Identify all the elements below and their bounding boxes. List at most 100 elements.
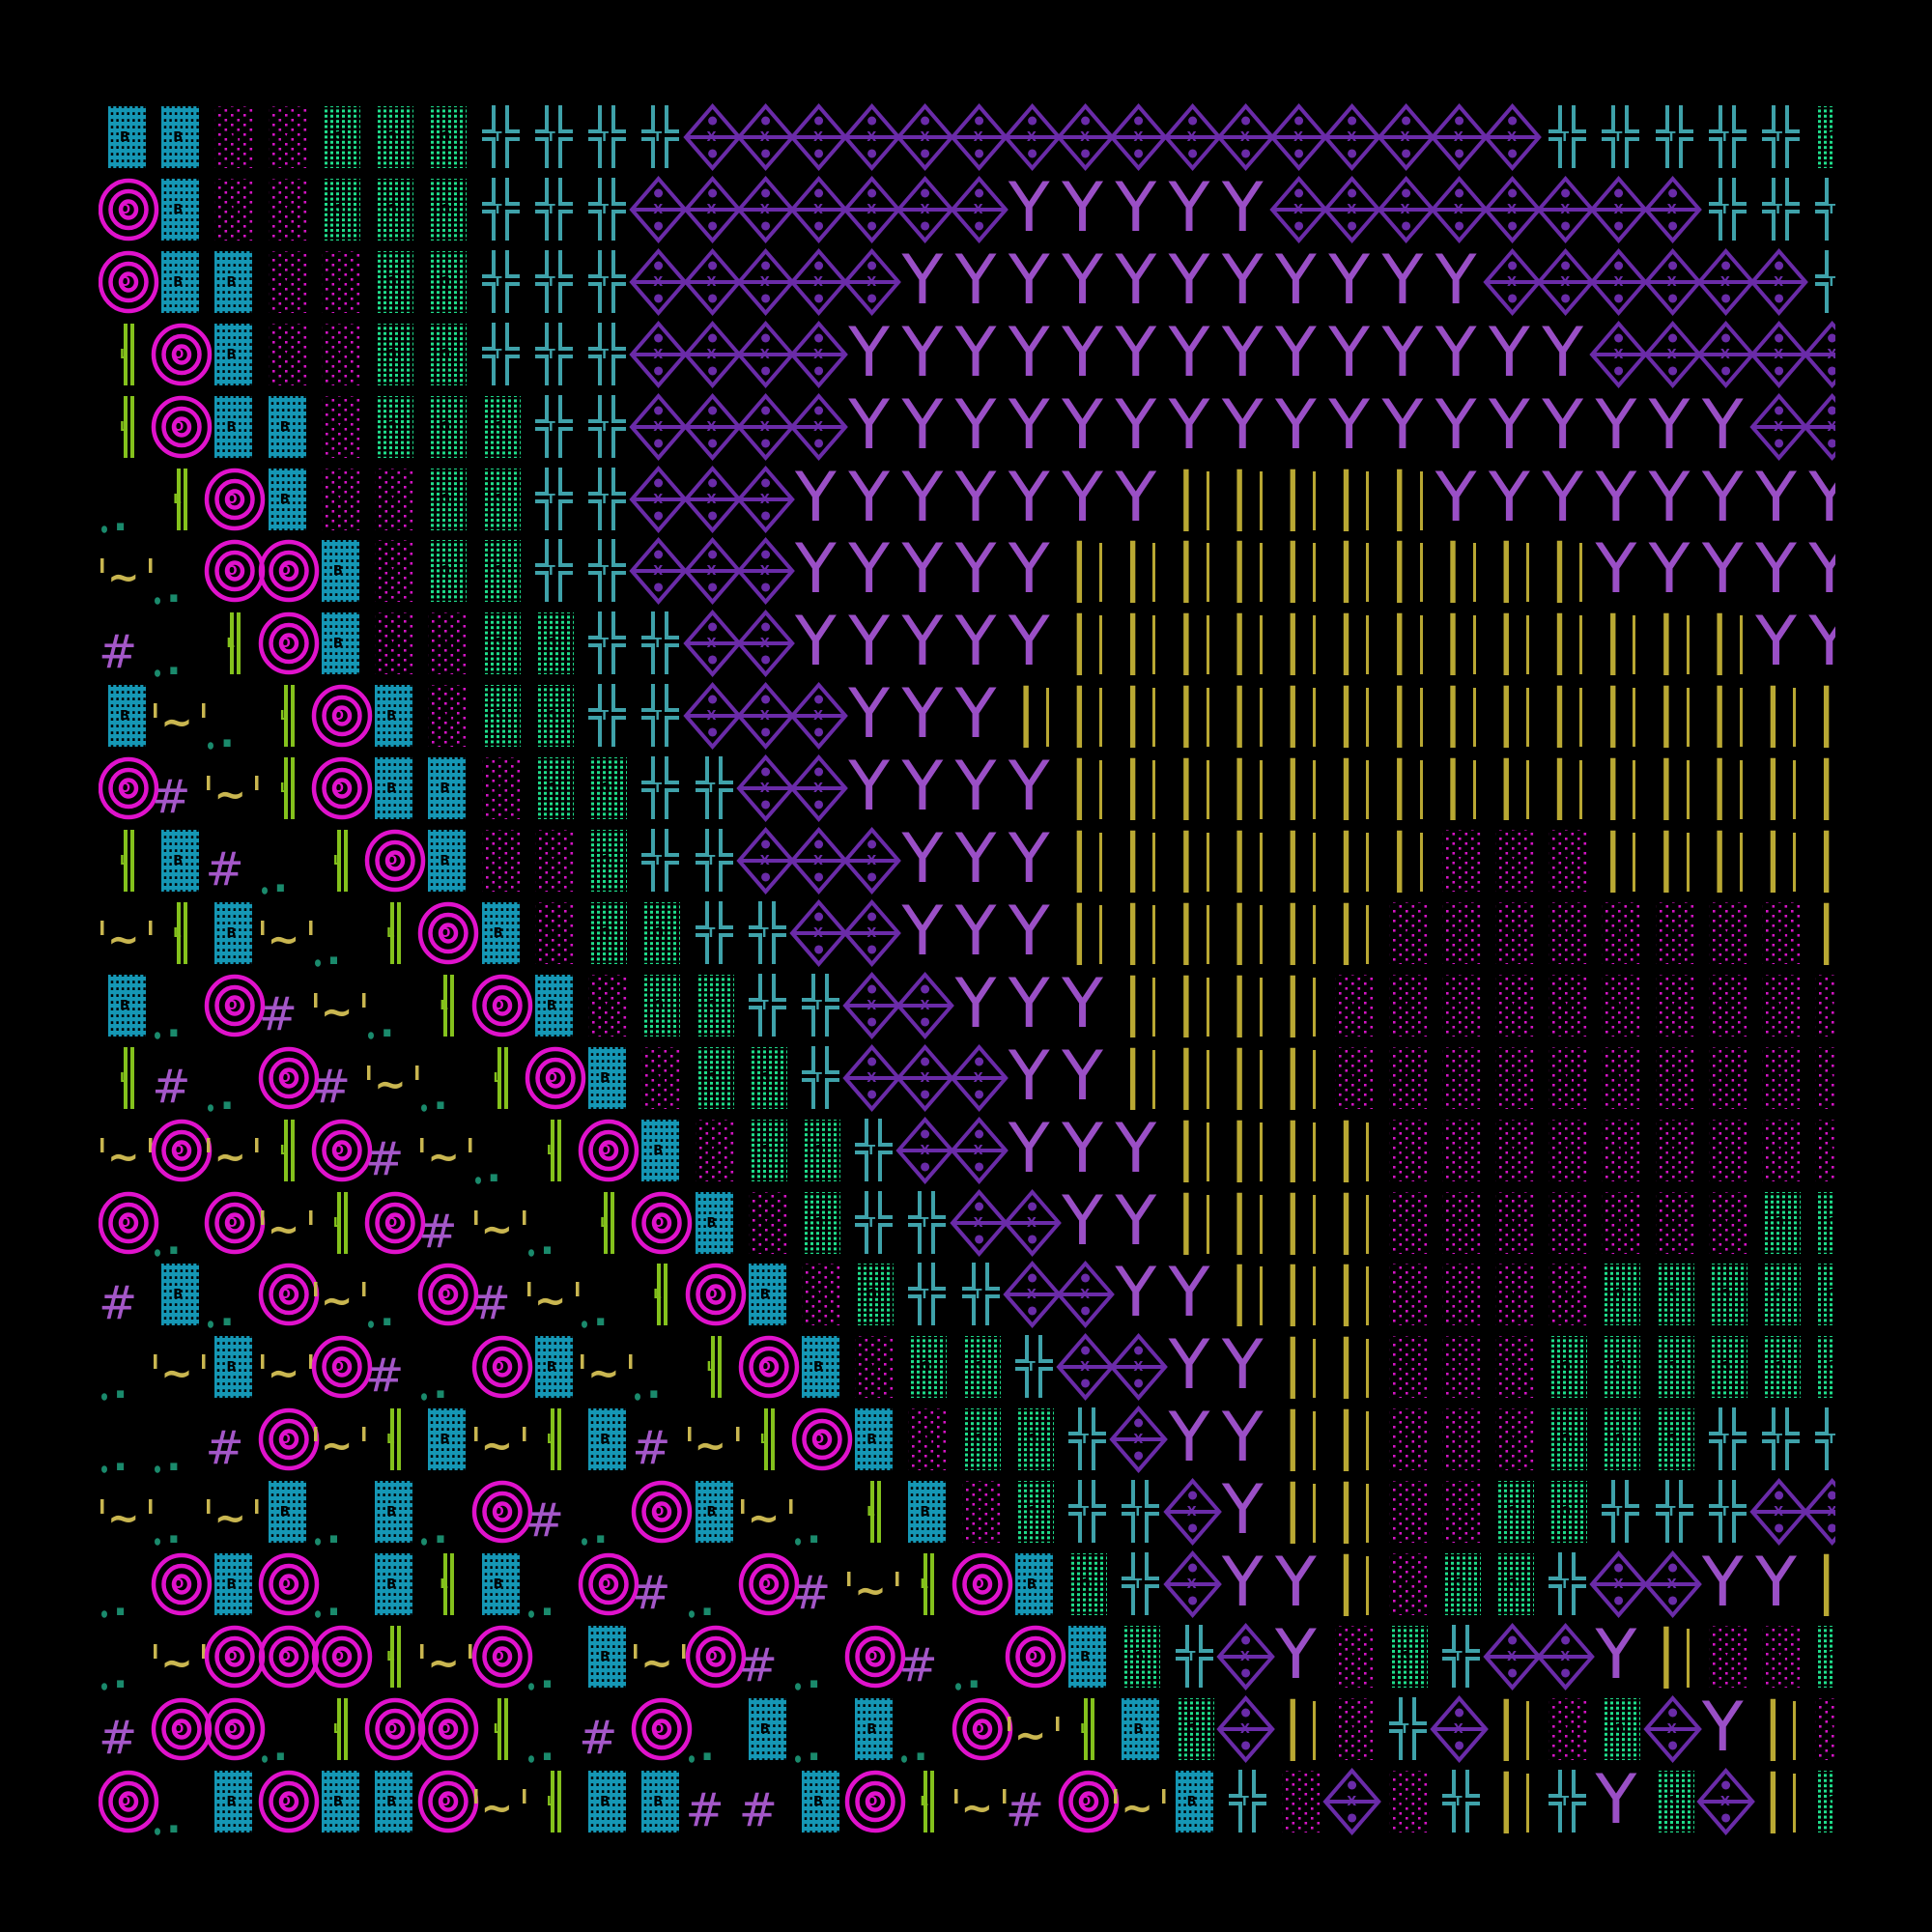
magenta-dot-tile-char: M — [1666, 1070, 1680, 1086]
purple-hash-icon: # — [418, 1189, 471, 1262]
purple-hash-char: # — [311, 1059, 352, 1114]
green-two-dots-char: . — [326, 1508, 342, 1553]
teal-cross-bars-icon: T — [1646, 1478, 1699, 1550]
green-dot-tile-icon: G — [579, 899, 632, 972]
magenta-dot-tile-char: M — [1506, 854, 1520, 868]
green-dot-tile-icon: G — [526, 610, 579, 682]
green-dot-tile-icon: G — [792, 1189, 845, 1262]
purple-y-glyph-icon: Y — [898, 464, 952, 538]
purple-hash-char: # — [365, 1349, 405, 1404]
teal-block-tile-char: B — [332, 1794, 343, 1809]
green-two-dots-char: . — [113, 495, 128, 540]
purple-hash-char: # — [738, 1637, 778, 1692]
magenta-dot-tile-char: M — [279, 202, 293, 217]
teal-block-tile-icon: B — [1112, 1695, 1165, 1768]
purple-hash-char: # — [365, 1131, 405, 1186]
purple-y-glyph-char: Y — [848, 602, 890, 682]
yellow-double-bars-shape — [1313, 543, 1317, 603]
yellow-double-bars-shape — [1366, 760, 1370, 820]
teal-block-tile-shape — [161, 830, 200, 892]
green-dot-tile-char: G — [386, 419, 397, 435]
purple-y-glyph-icon: Y — [1752, 464, 1805, 538]
purple-diamond-chain-char: X — [1827, 347, 1835, 362]
teal-cross-bars-char: T — [493, 274, 502, 290]
teal-block-tile-char: B — [440, 781, 450, 797]
teal-cross-bars-icon: T — [1059, 1406, 1112, 1478]
purple-diamond-chain-char: X — [1453, 202, 1463, 217]
lime-double-bar-char: L — [920, 1577, 928, 1592]
green-dot-tile-char: G — [1560, 1505, 1571, 1520]
lime-double-bar-icon: L — [259, 682, 312, 754]
purple-hash-char: # — [152, 770, 191, 825]
yellow-double-bars-char: | — [1594, 677, 1632, 750]
teal-cross-bars-shape — [1762, 105, 1801, 168]
purple-y-glyph-char: Y — [1168, 312, 1210, 392]
lime-double-bar-char: L — [120, 419, 128, 435]
yellow-double-bars-shape — [1525, 688, 1529, 748]
yellow-double-bars-shape — [1472, 615, 1476, 675]
magenta-dot-tile-shape — [481, 830, 521, 892]
yellow-double-bars-char: | — [1220, 460, 1259, 532]
yellow-double-bars-icon: | — [1539, 754, 1592, 827]
magenta-dot-tile-icon: M — [952, 1478, 1006, 1550]
purple-diamond-chain-icon: X — [1483, 247, 1542, 321]
teal-cross-bars-shape — [588, 611, 627, 675]
yellow-double-bars-icon: | — [1219, 466, 1272, 538]
magenta-dot-tile-icon: M — [1486, 827, 1539, 899]
magenta-dot-tile-char: M — [706, 1143, 720, 1158]
purple-y-glyph-char: Y — [1008, 384, 1050, 465]
purple-diamond-chain-icon: X — [895, 971, 955, 1044]
green-dot-tile-icon: G — [1166, 1695, 1219, 1768]
purple-y-glyph-icon: Y — [1006, 246, 1059, 321]
teal-block-tile-shape — [214, 250, 253, 313]
yellow-tilde-quotes-icon: ~ — [472, 1189, 526, 1262]
yellow-double-bars-char: | — [1327, 1111, 1365, 1183]
teal-block-tile-icon: B — [205, 248, 258, 321]
purple-diamond-chain-icon: X — [1003, 103, 1062, 176]
purple-y-glyph-icon: Y — [1219, 1404, 1272, 1478]
yellow-double-bars-shape — [1686, 615, 1690, 675]
green-two-dots-icon: . — [205, 1044, 258, 1117]
purple-y-glyph-icon: Y — [1059, 174, 1112, 248]
teal-cross-bars-icon: T — [1805, 1406, 1835, 1478]
magenta-dot-tile-char: M — [1400, 1577, 1413, 1592]
teal-block-tile-char: B — [759, 1721, 770, 1737]
green-dot-tile-shape — [534, 757, 574, 820]
yellow-double-bars-char: | — [1594, 605, 1632, 677]
yellow-double-bars-icon: | — [1325, 1550, 1378, 1623]
yellow-double-bars-char: | — [1114, 605, 1151, 677]
lime-double-bar-icon: L — [418, 1550, 471, 1623]
green-dot-tile-char: G — [386, 202, 397, 217]
teal-cross-bars-icon: T — [579, 248, 632, 321]
magenta-dot-tile-char: M — [1506, 998, 1520, 1013]
purple-y-glyph-icon: Y — [952, 246, 1006, 321]
magenta-dot-tile-char: M — [1613, 998, 1627, 1013]
yellow-tilde-quotes-char: ~ — [107, 555, 140, 601]
teal-block-tile-icon: B — [259, 1478, 312, 1550]
magenta-dot-tile-icon: M — [1646, 899, 1699, 972]
purple-y-glyph-char: Y — [1542, 384, 1583, 465]
magenta-concentric-circles-char: O — [226, 1649, 238, 1664]
teal-cross-bars-icon: T — [526, 537, 579, 610]
green-dot-tile-char: G — [1666, 1360, 1678, 1376]
green-two-dots-icon: . — [579, 1261, 632, 1333]
magenta-dot-tile-shape — [428, 685, 468, 748]
magenta-dot-tile-char: M — [1774, 925, 1787, 941]
purple-diamond-chain-shape — [1749, 247, 1808, 316]
teal-block-tile-icon: B — [205, 321, 258, 393]
teal-cross-bars-shape — [1708, 177, 1747, 241]
purple-y-glyph-char: Y — [1168, 1325, 1210, 1406]
magenta-concentric-circles-char: O — [173, 1577, 185, 1592]
purple-diamond-chain-char: X — [1239, 1649, 1250, 1664]
green-dot-tile-icon: G — [898, 1333, 952, 1406]
purple-hash-icon: # — [579, 1695, 632, 1768]
teal-cross-bars-shape — [588, 322, 627, 385]
purple-y-glyph-icon: Y — [1006, 608, 1059, 682]
teal-block-tile-icon: B — [152, 248, 205, 321]
yellow-double-bars-char: | — [1167, 1183, 1206, 1256]
teal-block-tile-char: B — [1186, 1794, 1197, 1809]
yellow-double-bars-icon: | — [1112, 1044, 1165, 1117]
teal-block-tile-icon: B — [845, 1406, 898, 1478]
purple-y-glyph-icon: Y — [1592, 391, 1645, 466]
purple-diamond-chain-char: X — [1560, 274, 1571, 290]
